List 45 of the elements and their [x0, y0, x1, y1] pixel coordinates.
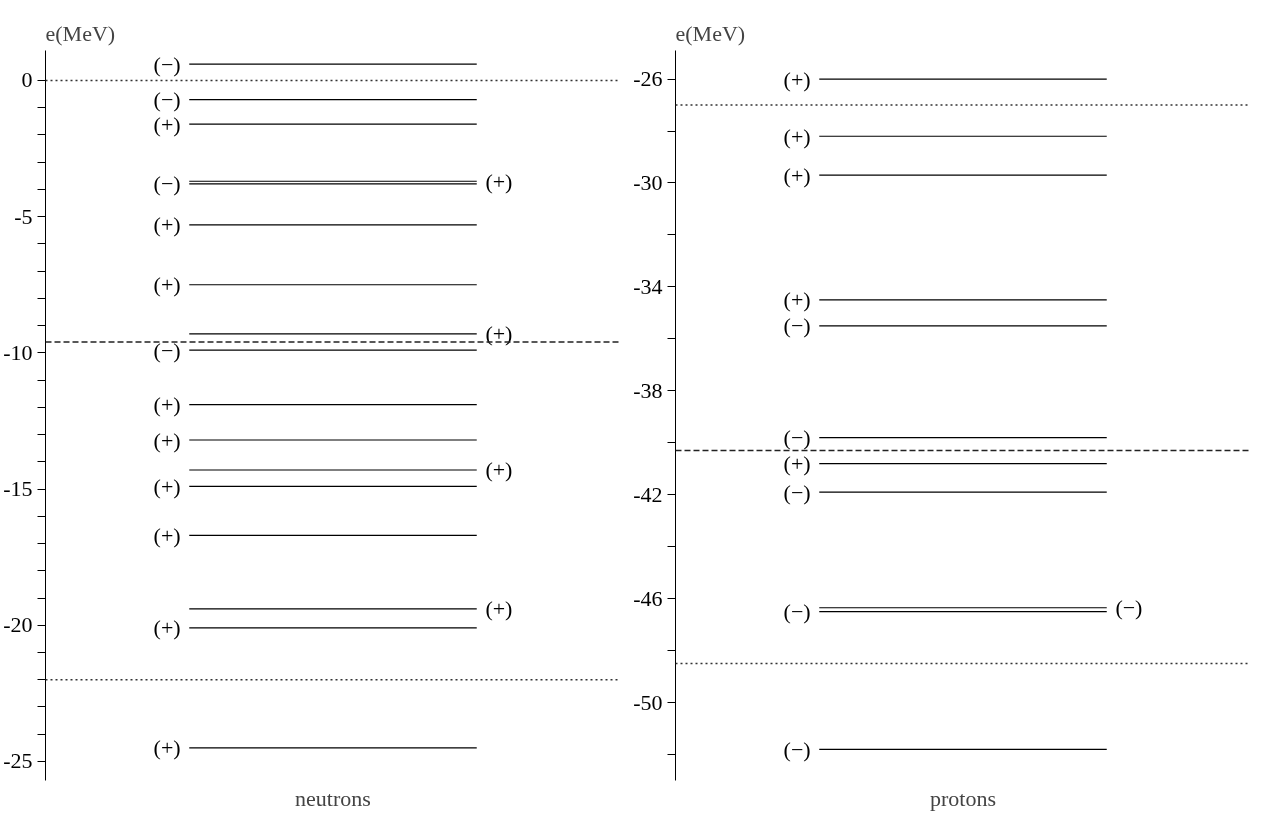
series-label: (−): [153, 337, 181, 363]
series-label: (+): [153, 392, 181, 418]
series-label: (−): [783, 479, 811, 505]
y-tick-label: -25: [3, 748, 33, 774]
y-axis-title: e(MeV): [675, 20, 746, 46]
y-tick-label: -10: [3, 339, 33, 365]
series-label: (−): [153, 87, 181, 113]
series-label: (+): [783, 162, 811, 188]
series-label: (+): [783, 66, 811, 92]
x-axis-title: protons: [930, 785, 996, 811]
series-label: (+): [153, 735, 181, 761]
y-tick-label: -50: [633, 689, 663, 715]
annotation: (+): [485, 596, 513, 622]
series-label: (+): [153, 111, 181, 137]
series-label: (+): [153, 212, 181, 238]
y-tick-label: -5: [14, 203, 33, 229]
series-label: (+): [783, 451, 811, 477]
series-label: (+): [153, 427, 181, 453]
y-tick-label: -38: [633, 377, 663, 403]
x-axis-title: neutrons: [295, 785, 371, 811]
y-tick-label: -15: [3, 476, 33, 502]
y-axis-title: e(MeV): [45, 20, 116, 46]
annotation: (−): [1115, 595, 1143, 621]
series-label: (−): [153, 171, 181, 197]
series-label: (+): [783, 123, 811, 149]
annotation: (+): [485, 457, 513, 483]
annotation: (+): [485, 321, 513, 347]
series-label: (−): [783, 313, 811, 339]
y-tick-label: 0: [21, 67, 33, 93]
series-label: (+): [153, 615, 181, 641]
y-tick-label: -30: [633, 169, 663, 195]
series-label: (−): [783, 599, 811, 625]
y-tick-label: -42: [633, 481, 663, 507]
y-tick-label: -26: [633, 66, 663, 92]
series-label: (+): [153, 522, 181, 548]
y-tick-label: -34: [633, 273, 663, 299]
annotation: (+): [485, 168, 513, 194]
series-label: (+): [153, 473, 181, 499]
y-tick-label: -46: [633, 585, 663, 611]
series-label: (−): [153, 51, 181, 77]
series-label: (+): [783, 287, 811, 313]
series-label: (+): [153, 272, 181, 298]
series-label: (−): [783, 736, 811, 762]
series-label: (−): [783, 425, 811, 451]
y-tick-label: -20: [3, 612, 33, 638]
